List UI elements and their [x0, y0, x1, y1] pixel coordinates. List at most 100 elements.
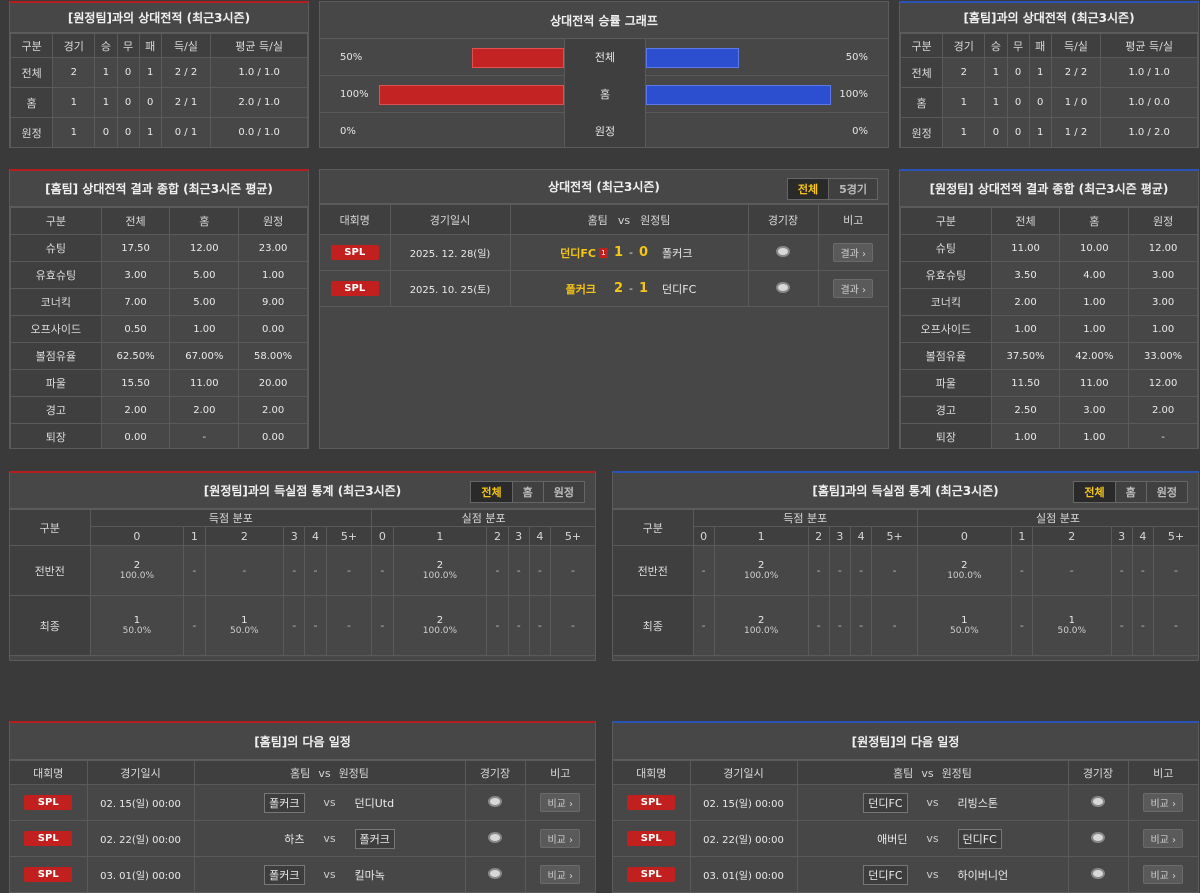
row-label: 원정	[564, 113, 646, 147]
table-cell: 1.0 / 1.0	[1100, 57, 1198, 88]
table-cell: 20.00	[238, 369, 308, 397]
row-label: 파울	[10, 369, 102, 397]
dist-cell: 2 100.0%	[713, 545, 809, 596]
table-cell: 1	[94, 57, 118, 88]
red-card-badge: 1	[598, 247, 608, 258]
tab-all[interactable]: 전체	[471, 482, 512, 502]
dist-count: 1	[133, 615, 141, 626]
tab-away[interactable]: 원정	[542, 482, 584, 502]
col-header: 경기일시	[86, 760, 195, 785]
table-cell: 1	[984, 87, 1008, 118]
col-header-away: 원정팀	[640, 213, 671, 227]
summary-away-panel: [원정팀] 상대전적 결과 종합 (최근3시즌 평균) 구분 전체 홈 원정 슈팅 11.…	[899, 169, 1199, 449]
tab-all[interactable]: 전체	[1074, 482, 1115, 502]
next-away-table: 대회명 경기일시 홈팀 vs 원정팀 경기장 비고 SPL 02. 15(일) 00:00 던디F…	[613, 760, 1198, 892]
summary-home-panel: [홈팀] 상대전적 결과 종합 (최근3시즌 평균) 구분 전체 홈 원정 슈팅 17.5…	[9, 169, 309, 449]
league-cell: SPL	[613, 820, 691, 857]
table-cell: 0.0 / 1.0	[210, 117, 308, 147]
dist-empty: -	[701, 564, 706, 577]
league-badge: SPL	[330, 281, 379, 296]
match-date: 02. 15(일) 00:00	[689, 784, 798, 821]
league-cell: SPL	[320, 234, 391, 271]
compare-button[interactable]: 비교 ›	[1143, 793, 1184, 812]
dist-cell: -	[528, 595, 552, 656]
table-cell: 0	[1006, 87, 1030, 118]
table-row: 오프사이드 0.50 1.00 0.00	[10, 315, 308, 343]
dist-cell: -	[507, 545, 530, 596]
dist-empty: -	[516, 619, 521, 632]
match-date: 2025. 10. 25(토)	[389, 270, 511, 307]
dist-cell: 1 50.0%	[204, 595, 285, 656]
tab-home[interactable]: 홈	[1114, 482, 1146, 502]
table-cell: 0	[94, 117, 118, 147]
header-row: 구분 경기 승 무 패 득/실 평균 득/실	[10, 33, 308, 58]
home-team: 하츠	[284, 832, 305, 846]
dist-cell: -	[371, 595, 394, 656]
right-percent: 100%	[839, 89, 868, 100]
table-row: 원정 1 0 0 1 0 / 1 0.0 / 1.0	[10, 117, 308, 147]
row-label: 경고	[900, 396, 992, 424]
table-cell: 33.00%	[1128, 342, 1198, 370]
tab-away[interactable]: 원정	[1145, 482, 1187, 502]
col-header-teams: 홈팀 vs 원정팀	[509, 204, 749, 235]
dist-count: 2	[757, 615, 765, 626]
table-cell: 0.00	[100, 423, 171, 448]
dist-cell: -	[304, 545, 327, 596]
compare-button[interactable]: 비교 ›	[540, 793, 581, 812]
panel-title: [홈팀] 상대전적 결과 종합 (최근3시즌 평균)	[10, 171, 308, 207]
table-cell: 1.00	[238, 261, 308, 289]
tab-5games[interactable]: 5경기	[828, 179, 877, 199]
table-cell: 0	[1028, 87, 1052, 118]
score-dash: -	[629, 246, 633, 259]
compare-button[interactable]: 비교 ›	[1143, 865, 1184, 884]
bin-header: 5+	[1153, 526, 1198, 546]
dist-cell: -	[304, 595, 327, 656]
teams-cell: 폴커크 vs 킬마녹	[193, 856, 466, 892]
table-cell: 0	[984, 117, 1008, 147]
table-cell: 1	[1028, 117, 1052, 147]
dist-cell: -	[486, 595, 509, 656]
compare-button[interactable]: 비교 ›	[540, 865, 581, 884]
table-cell: 23.00	[238, 234, 308, 262]
summary-home-table: 구분 전체 홈 원정 슈팅 17.50 12.00 23.00 유효슈팅 3.00 5.00 1.00…	[10, 207, 308, 448]
dist-cell: 1 50.0%	[1031, 595, 1112, 656]
note-cell: 비교 ›	[1127, 820, 1198, 857]
table-cell: 2.50	[990, 396, 1061, 424]
table-cell: 42.00%	[1059, 342, 1130, 370]
venue-cell	[464, 784, 526, 821]
home-team-wrap: 폴커크	[195, 864, 305, 885]
bin-header: 3	[828, 526, 852, 546]
dist-empty: -	[537, 619, 542, 632]
league-badge: SPL	[24, 831, 73, 846]
table-cell: 1	[52, 117, 96, 147]
row-label: 슈팅	[10, 234, 102, 262]
dist-percent: 100.0%	[743, 571, 779, 581]
table-cell: 1.00	[1059, 423, 1130, 448]
away-team: 하이버니언	[957, 868, 1009, 882]
table-cell: 58.00%	[238, 342, 308, 370]
compare-button[interactable]: 비교 ›	[1143, 829, 1184, 848]
away-team-wrap: 던디Utd	[355, 795, 465, 811]
vs-label: vs	[323, 796, 336, 809]
table-row: 코너킥 7.00 5.00 9.00	[10, 288, 308, 316]
col-header: 경기일시	[689, 760, 798, 785]
dist-cell: -	[204, 545, 285, 596]
dist-cell: -	[1153, 595, 1198, 656]
result-button[interactable]: 결과 ›	[833, 279, 874, 298]
match-row: SPL 2025. 10. 25(토) 폴커크 2-1 던디FC 결과 ›	[320, 270, 888, 307]
col-header: 득/실	[160, 33, 212, 58]
tab-home[interactable]: 홈	[511, 482, 543, 502]
teams-cell: 던디FC 1 1-0 폴커크	[509, 234, 749, 271]
col-header: 패	[1028, 33, 1052, 58]
tab-all[interactable]: 전체	[787, 179, 829, 199]
goals-away-table: 구분 득점 분포 실점 분포 0 1 2 3 4 5+ 0 1 2 3 4 5+ 전반전 2 100.0% - - - -…	[10, 509, 595, 656]
dist-empty: -	[292, 564, 297, 577]
compare-button[interactable]: 비교 ›	[540, 829, 581, 848]
col-header: 대회명	[320, 204, 391, 235]
vs-label: vs	[323, 868, 336, 881]
goals-home-panel: [홈팀]과의 득실점 통계 (최근3시즌) 전체 홈 원정 구분 득점 분포 실점 …	[612, 471, 1199, 661]
table-cell: 1	[52, 87, 96, 118]
result-button[interactable]: 결과 ›	[833, 243, 874, 262]
table-cell: 1.0 / 0.0	[1100, 87, 1198, 118]
winrate-row: 100% 홈 100%	[320, 76, 888, 113]
